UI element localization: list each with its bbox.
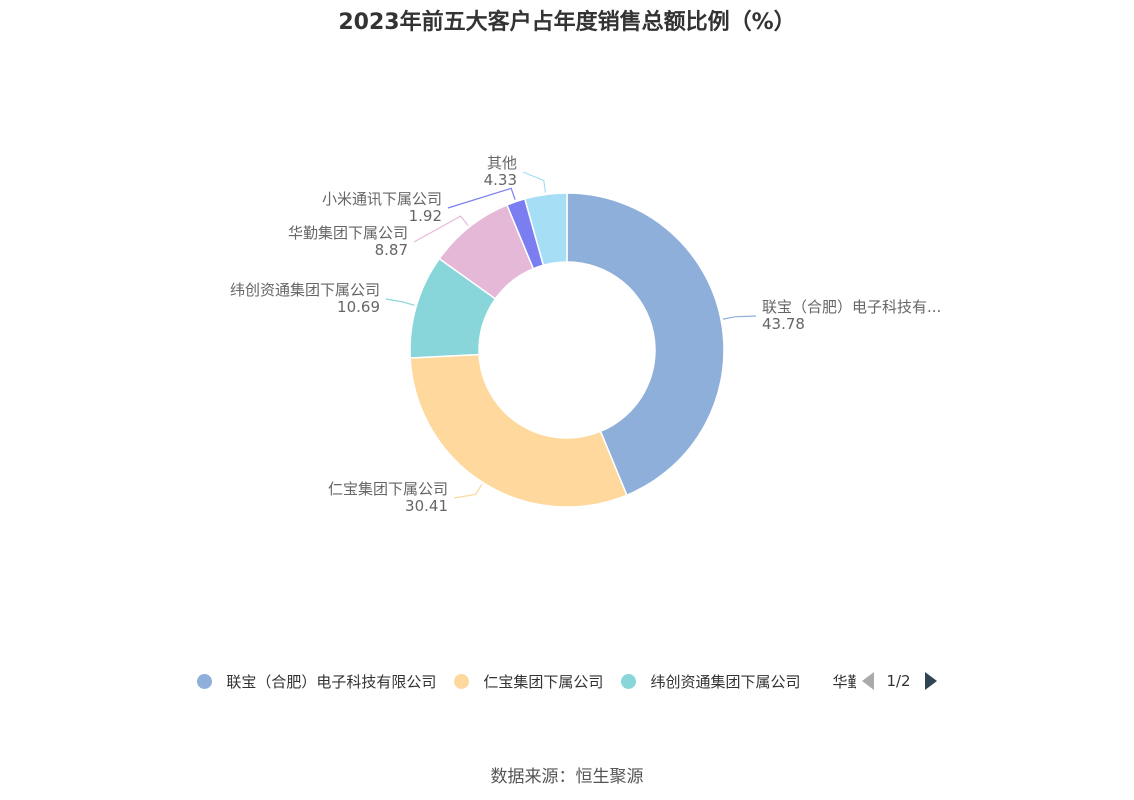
slice-value-renbao: 30.41: [405, 497, 448, 515]
legend-item-weichuang[interactable]: 纬创资通集团下属公司: [621, 671, 800, 692]
leader-line-other: [522, 171, 547, 193]
slice-value-other: 4.33: [484, 171, 517, 189]
leader-line-renbao: [453, 484, 483, 499]
slice-label-huaqin: 华勤集团下属公司: [288, 224, 408, 242]
legend-next-arrow-icon[interactable]: [924, 672, 937, 690]
slice-label-other: 其他: [487, 154, 517, 172]
leader-line-xiaomi: [447, 187, 516, 209]
slice-other[interactable]: [523, 192, 568, 267]
slice-renbao[interactable]: [409, 353, 628, 508]
legend-item-lianbao[interactable]: 联宝（合肥）电子科技有限公司: [197, 671, 436, 692]
legend-item-renbao[interactable]: 仁宝集团下属公司: [454, 671, 603, 692]
legend-label: 纬创资通集团下属公司: [650, 672, 801, 691]
slice-lianbao[interactable]: [566, 192, 725, 497]
legend-prev-arrow-icon[interactable]: [862, 672, 875, 690]
chart-title: 2023年前五大客户占年度销售总额比例（%）: [338, 10, 796, 35]
legend-label: 联宝（合肥）电子科技有限公司: [226, 672, 437, 691]
legend-marker: [454, 673, 470, 689]
slice-label-renbao: 仁宝集团下属公司: [328, 480, 448, 498]
legend-page-indicator: 1/2: [886, 672, 911, 690]
leader-line-weichuang: [385, 298, 415, 306]
slice-value-lianbao: 43.78: [762, 315, 805, 333]
slice-value-weichuang: 10.69: [337, 298, 380, 316]
slice-value-xiaomi: 1.92: [409, 207, 442, 225]
legend-marker: [197, 673, 213, 689]
legend-label: 仁宝集团下属公司: [483, 672, 604, 691]
slice-label-lianbao: 联宝（合肥）电子科技有...: [762, 298, 941, 316]
slice-label-weichuang: 纬创资通集团下属公司: [230, 281, 380, 299]
leader-line-huaqin: [413, 215, 469, 243]
leader-line-lianbao: [722, 315, 757, 320]
legend-label: 华勤集团下属公司: [832, 672, 857, 691]
slice-value-huaqin: 8.87: [375, 241, 408, 259]
legend-pager: 1/2: [860, 672, 937, 690]
legend-marker: [621, 673, 637, 689]
data-source: 数据来源：恒生聚源: [490, 767, 644, 787]
slice-label-xiaomi: 小米通讯下属公司: [322, 190, 442, 208]
legend: 联宝（合肥）电子科技有限公司 仁宝集团下属公司 纬创资通集团下属公司 华勤集团下…: [0, 668, 1134, 694]
legend-item-huaqin[interactable]: 华勤集团下属公司: [818, 671, 856, 692]
